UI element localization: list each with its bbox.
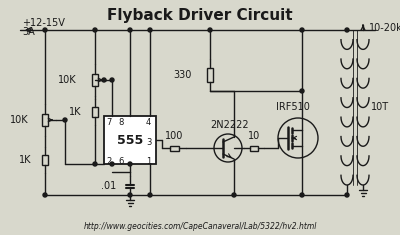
Circle shape: [148, 28, 152, 32]
Circle shape: [102, 78, 106, 82]
Text: 555: 555: [117, 133, 143, 146]
Bar: [207, 68, 213, 82]
Circle shape: [43, 28, 47, 32]
Text: 10K: 10K: [10, 115, 29, 125]
Bar: [250, 145, 258, 150]
Circle shape: [63, 118, 67, 122]
Circle shape: [128, 28, 132, 32]
Circle shape: [300, 89, 304, 93]
Circle shape: [93, 162, 97, 166]
Circle shape: [300, 28, 304, 32]
Text: 330: 330: [174, 70, 192, 80]
Circle shape: [43, 193, 47, 197]
Text: .01: .01: [101, 181, 116, 191]
Text: 10K: 10K: [58, 75, 77, 85]
Text: 2N2222: 2N2222: [211, 120, 249, 130]
Circle shape: [128, 162, 132, 166]
Text: 3A: 3A: [22, 27, 35, 37]
Bar: [92, 107, 98, 117]
Circle shape: [93, 28, 97, 32]
Text: 1: 1: [146, 157, 151, 166]
Circle shape: [345, 193, 349, 197]
Text: +12-15V: +12-15V: [22, 18, 65, 28]
Circle shape: [110, 78, 114, 82]
Text: 10T: 10T: [371, 102, 389, 113]
Text: 1K: 1K: [68, 107, 81, 117]
Circle shape: [148, 193, 152, 197]
Text: 10: 10: [248, 131, 260, 141]
Bar: [170, 145, 178, 150]
Text: 8: 8: [118, 118, 123, 127]
Circle shape: [232, 193, 236, 197]
Circle shape: [110, 162, 114, 166]
Bar: [42, 114, 48, 126]
Text: http://www.geocities.com/CapeCanaveral/Lab/5322/hv2.html: http://www.geocities.com/CapeCanaveral/L…: [83, 222, 317, 231]
Text: Flyback Driver Circuit: Flyback Driver Circuit: [107, 8, 293, 23]
Text: 6: 6: [118, 157, 123, 166]
Text: 2: 2: [106, 157, 111, 166]
Text: 10-20kV: 10-20kV: [369, 23, 400, 33]
Text: IRF510: IRF510: [276, 102, 310, 112]
Bar: [42, 155, 48, 165]
Text: 3: 3: [146, 138, 151, 147]
Circle shape: [345, 28, 349, 32]
Text: 100: 100: [165, 131, 183, 141]
Bar: [92, 74, 98, 86]
Bar: [104, 116, 156, 164]
Circle shape: [208, 28, 212, 32]
Text: 7: 7: [106, 118, 111, 127]
Circle shape: [300, 193, 304, 197]
Text: 1K: 1K: [18, 155, 31, 165]
Text: 4: 4: [146, 118, 151, 127]
Circle shape: [128, 193, 132, 197]
